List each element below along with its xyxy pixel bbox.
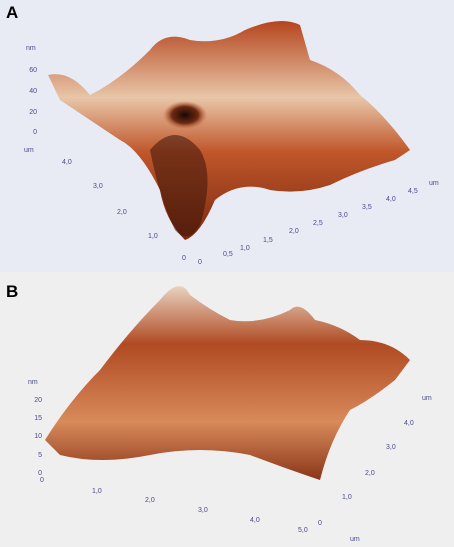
z-tick-label: 15 (34, 415, 42, 422)
y-tick-label: 4,0 (62, 159, 72, 166)
y-tick-label: 0 (182, 255, 186, 262)
panel-label: B (6, 282, 18, 301)
x-tick-label: 0,5 (223, 251, 233, 258)
x-tick-label: 1,0 (240, 245, 250, 252)
x-tick-label: 0 (198, 259, 202, 266)
z-tick-label: 0 (38, 470, 42, 477)
z-tick-label: 60 (29, 67, 37, 74)
axis-unit: um (422, 395, 432, 402)
axis-unit: nm (28, 379, 38, 386)
y-tick-label: 0 (318, 520, 322, 527)
x-tick-label: 3,0 (198, 507, 208, 514)
x-tick-label: 0 (40, 477, 44, 484)
x-tick-label: 1,5 (263, 237, 273, 244)
axis-unit: um (429, 180, 439, 187)
surface-a-valley (150, 135, 208, 237)
y-tick-label: 2,0 (117, 209, 127, 216)
x-tick-label: 1,0 (92, 488, 102, 495)
z-tick-label: 10 (34, 433, 42, 440)
x-tick-label: 3,0 (338, 212, 348, 219)
z-tick-label: 20 (29, 109, 37, 116)
y-tick-label: 1,0 (148, 233, 158, 240)
x-tick-label: 4,5 (408, 188, 418, 195)
y-tick-label: 3,0 (93, 183, 103, 190)
y-tick-label: 1,0 (342, 494, 352, 501)
panel-label: A (6, 3, 18, 22)
x-tick-label: 3,5 (362, 204, 372, 211)
axis-unit: nm (26, 45, 36, 52)
y-tick-label: 4,0 (404, 420, 414, 427)
z-tick-label: 5 (38, 452, 42, 459)
surface-a (48, 21, 410, 240)
x-tick-label: 4,0 (386, 196, 396, 203)
surface-a-pit (163, 101, 207, 129)
y-tick-label: 3,0 (386, 444, 396, 451)
y-tick-label: 2,0 (365, 470, 375, 477)
labels: ABnm6040200um4,03,02,01,0000,51,01,52,02… (6, 3, 439, 543)
axis-unit: um (24, 147, 34, 154)
x-tick-label: 2,0 (145, 497, 155, 504)
x-tick-label: 2,0 (289, 228, 299, 235)
surface-b (45, 286, 410, 480)
axis-unit: um (350, 536, 360, 543)
x-tick-label: 4,0 (250, 517, 260, 524)
z-tick-label: 40 (29, 88, 37, 95)
x-tick-label: 5,0 (298, 527, 308, 534)
z-tick-label: 20 (34, 397, 42, 404)
x-tick-label: 2,5 (313, 220, 323, 227)
z-tick-label: 0 (33, 129, 37, 136)
